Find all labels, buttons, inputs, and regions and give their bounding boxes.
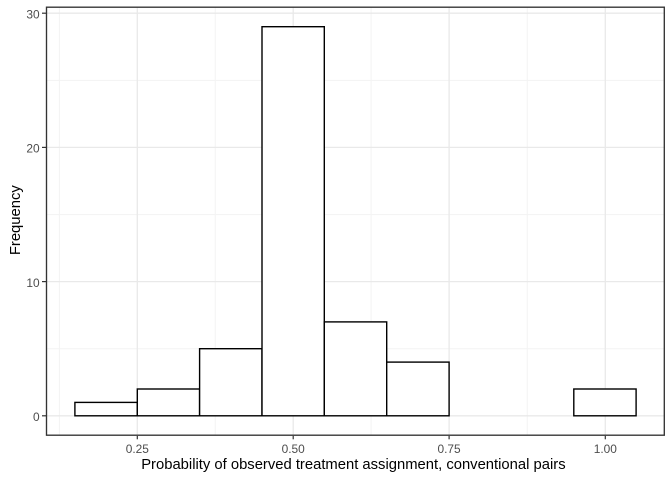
svg-text:20: 20 [26, 142, 40, 156]
svg-text:0.50: 0.50 [282, 442, 306, 456]
svg-text:0: 0 [33, 410, 40, 424]
svg-text:Frequency: Frequency [8, 185, 24, 256]
svg-text:Probability of observed treatm: Probability of observed treatment assign… [141, 457, 565, 473]
svg-text:30: 30 [26, 8, 40, 22]
svg-text:0.25: 0.25 [126, 442, 150, 456]
svg-text:0.75: 0.75 [438, 442, 462, 456]
svg-text:1.00: 1.00 [594, 442, 618, 456]
svg-text:10: 10 [26, 276, 40, 290]
